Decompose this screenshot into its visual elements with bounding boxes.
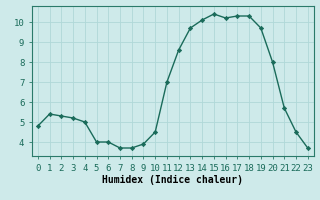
X-axis label: Humidex (Indice chaleur): Humidex (Indice chaleur) xyxy=(102,175,243,185)
